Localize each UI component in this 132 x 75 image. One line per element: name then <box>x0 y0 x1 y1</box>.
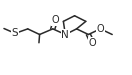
Text: S: S <box>12 28 18 38</box>
Text: O: O <box>52 15 59 25</box>
Text: N: N <box>62 29 69 40</box>
Text: O: O <box>96 24 104 34</box>
Text: O: O <box>89 38 96 48</box>
